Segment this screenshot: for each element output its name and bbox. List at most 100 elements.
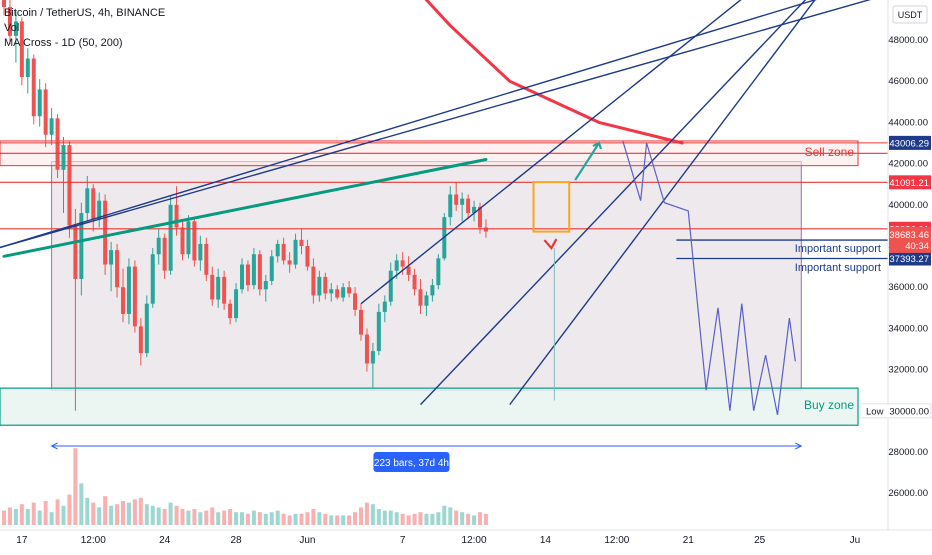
volume-bar [275, 510, 280, 525]
candle-body [180, 227, 185, 255]
candle-body [347, 287, 352, 294]
volume-bar [109, 505, 114, 525]
price-tick-label: 48000.00 [888, 35, 928, 46]
volume-bar [353, 512, 358, 525]
volume-bar [257, 512, 262, 525]
volume-bar [329, 515, 334, 525]
volume-bar [192, 509, 197, 525]
volume-bar [311, 509, 316, 525]
candle-body [240, 264, 244, 290]
time-tick-label: Ju [850, 535, 861, 546]
volume-bar [49, 512, 54, 525]
candle-body [103, 200, 108, 265]
current-price-label: 38683.46 [889, 230, 929, 241]
volume-indicator-label[interactable]: Vol [4, 22, 20, 34]
volume-bar [162, 509, 167, 525]
candle-body [281, 243, 286, 261]
candle-body [55, 118, 60, 170]
candle-body [162, 237, 167, 271]
volume-bar [144, 504, 149, 525]
ma-cross-indicator-label[interactable]: MA Cross - 1D (50, 200) [4, 37, 123, 49]
volume-bar [97, 507, 102, 525]
candle-body [478, 206, 482, 228]
trendline [509, 0, 816, 406]
price-tick-label: 34000.00 [888, 323, 928, 334]
candle-body [341, 287, 346, 298]
price-level-badge-label: 41091.21 [889, 178, 929, 189]
volume-bar [245, 513, 250, 525]
volume-bar [483, 513, 488, 525]
volume-bar [442, 505, 447, 525]
volume-bar [323, 513, 328, 525]
range-measure-badge [373, 452, 450, 472]
volume-bar [19, 504, 24, 525]
candle-body [335, 289, 340, 298]
candle-body [49, 118, 54, 135]
candle-body [353, 293, 358, 310]
volume-bar [85, 497, 90, 525]
candle-body [454, 194, 459, 205]
breakdown-mark [543, 238, 558, 250]
candle-body [186, 221, 191, 255]
candle-body [251, 254, 256, 286]
volume-bar [454, 510, 459, 525]
candle-body [126, 266, 131, 314]
time-tick-label: Jun [299, 535, 315, 546]
volume-bar [359, 507, 363, 525]
candle-body [430, 285, 435, 296]
price-tick-label: 28000.00 [888, 447, 928, 458]
candle-body [73, 225, 78, 279]
buy-zone-label: Buy zone [804, 398, 854, 412]
buy-zone-box [0, 387, 859, 426]
volume-bar [138, 497, 143, 525]
breakout-arrow-head [592, 141, 603, 150]
volume-bar [269, 512, 274, 525]
volume-bar [198, 512, 203, 525]
candle-body [174, 204, 179, 228]
trendline [0, 0, 817, 249]
volume-bar [281, 513, 286, 525]
volume-bar [364, 502, 369, 525]
candle-body [376, 311, 381, 352]
candle-body [293, 239, 298, 265]
volume-bar [317, 512, 322, 525]
volume-bar [472, 515, 477, 525]
time-tick-label: 21 [683, 535, 695, 546]
volume-bar [91, 502, 96, 525]
volume-bar [424, 513, 429, 525]
time-tick-label: 12:00 [604, 535, 629, 546]
price-tick-label: 46000.00 [888, 76, 928, 87]
price-level-badge-label: 43006.29 [889, 138, 929, 149]
sell-zone-label: Sell zone [805, 145, 855, 159]
candle-body [132, 266, 137, 327]
candle-body [400, 260, 405, 267]
candle-body [460, 198, 465, 205]
candle-body [412, 274, 417, 290]
candle-body [234, 289, 239, 319]
volume-bar [103, 496, 108, 525]
volume-bar [61, 505, 66, 525]
volume-bar [376, 509, 381, 525]
pattern-highlight-box [532, 181, 571, 233]
candle-body [97, 200, 102, 220]
candle-body [388, 270, 393, 302]
support-label-lower: Important support [795, 262, 881, 274]
price-tick-label: 42000.00 [888, 159, 928, 170]
volume-bar [186, 510, 191, 525]
currency-label: USDT [898, 10, 923, 20]
candle-body [210, 274, 215, 300]
time-tick-label: 12:00 [462, 535, 487, 546]
candle-body [222, 276, 227, 304]
candle-body [204, 243, 209, 275]
volume-bar [222, 510, 227, 525]
volume-bar [251, 510, 256, 525]
candle-body [448, 194, 453, 218]
candle-body [364, 334, 369, 364]
candle-body [43, 89, 48, 135]
ma-50-line [2, 157, 488, 258]
volume-bar [180, 509, 185, 525]
candle-body [311, 266, 316, 296]
volume-bar [412, 513, 417, 525]
